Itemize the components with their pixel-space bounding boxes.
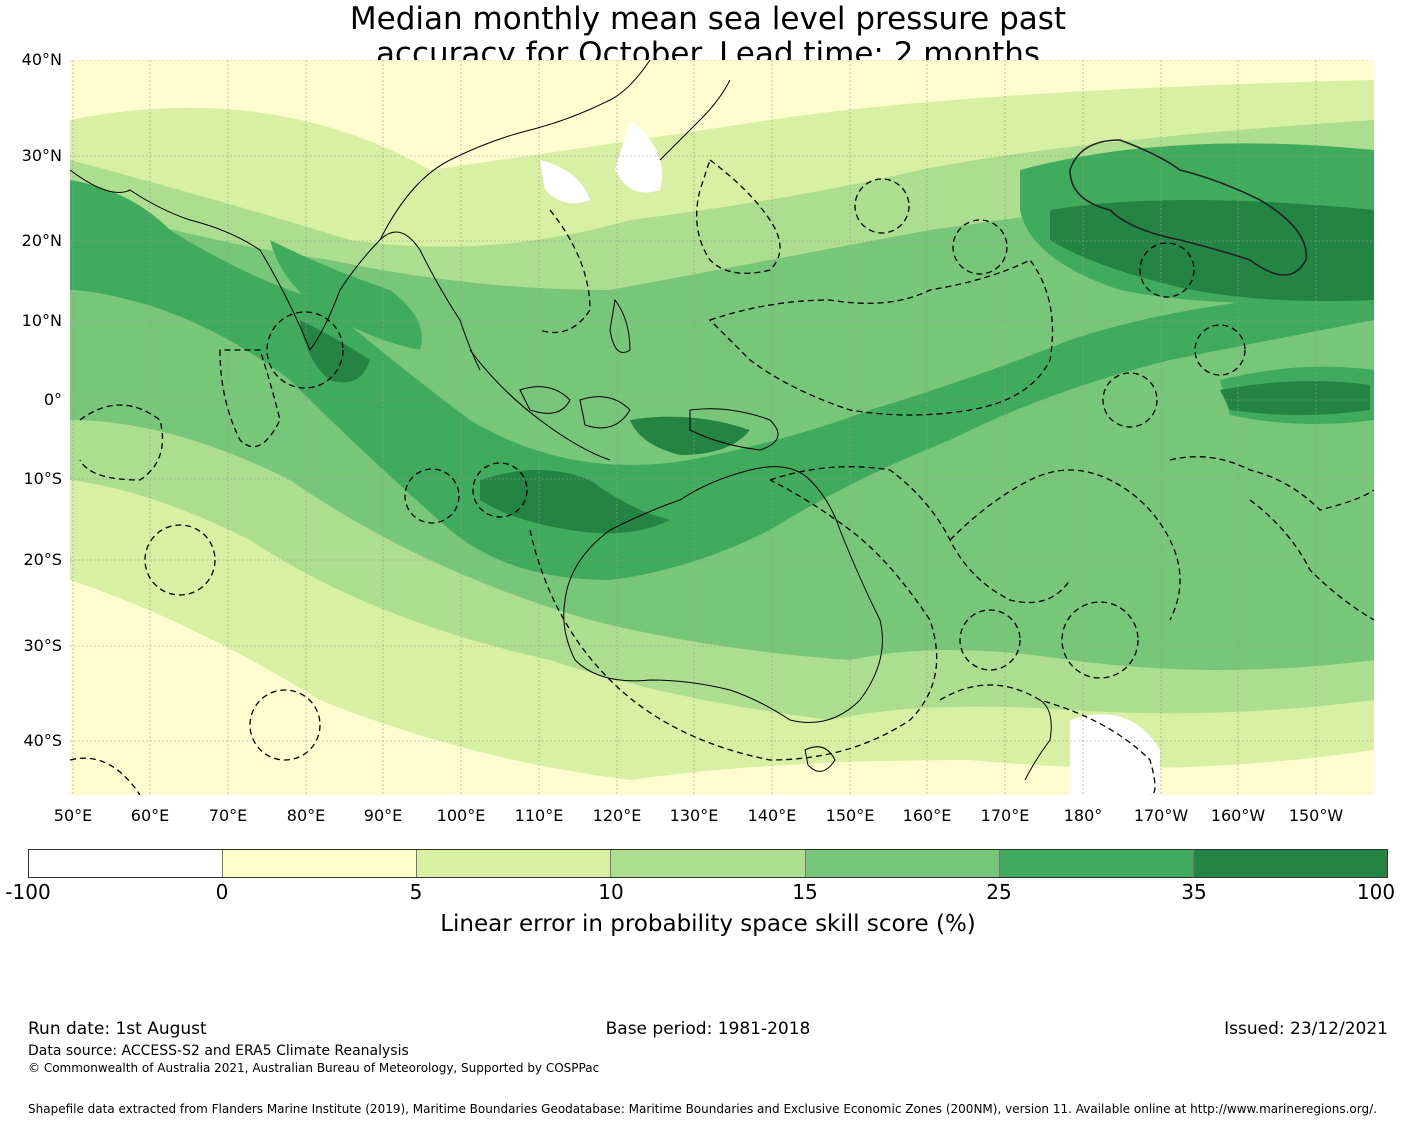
lon-label-120e: 120°E — [592, 806, 642, 825]
lon-label-80e: 80°E — [286, 806, 326, 825]
colorbar-segment-6 — [999, 850, 1194, 877]
lon-label-70e: 70°E — [208, 806, 248, 825]
skill-score-map — [70, 60, 1374, 795]
hawaii-boundary — [1069, 139, 1308, 276]
lon-label-50e: 50°E — [53, 806, 93, 825]
lat-label-20s: 20°S — [23, 550, 62, 569]
colorbar — [28, 849, 1388, 878]
lon-label-130e: 130°E — [669, 806, 719, 825]
colorbar-segment-1 — [29, 850, 224, 877]
lon-label-180: 180° — [1063, 806, 1103, 825]
issued-date: Issued: 23/12/2021 — [1224, 1019, 1388, 1039]
colorbar-segment-3 — [417, 850, 612, 877]
lon-label-170w: 170°W — [1133, 806, 1189, 825]
colorbar-tick: 35 — [1181, 880, 1207, 904]
colorbar-tick: 25 — [986, 880, 1012, 904]
colorbar-tick: 15 — [792, 880, 818, 904]
lat-label-30n: 30°N — [21, 146, 62, 165]
map-title: Median monthly mean sea level pressure p… — [200, 2, 1216, 72]
lon-label-150e: 150°E — [825, 806, 875, 825]
lon-label-90e: 90°E — [363, 806, 403, 825]
lat-label-40n: 40°N — [21, 50, 62, 69]
colorbar-tick: 5 — [409, 880, 423, 904]
run-date: Run date: 1st August — [28, 1019, 207, 1039]
lat-label-20n: 20°N — [21, 231, 62, 250]
map-canvas — [70, 60, 1374, 795]
base-period: Base period: 1981-2018 — [605, 1019, 811, 1039]
lon-label-170e: 170°E — [980, 806, 1030, 825]
lat-label-10s: 10°S — [23, 469, 62, 488]
lat-label-0: 0° — [43, 390, 62, 409]
lat-label-30s: 30°S — [23, 636, 62, 655]
lon-label-160e: 160°E — [902, 806, 952, 825]
lon-label-140e: 140°E — [747, 806, 797, 825]
lat-label-40s: 40°S — [23, 731, 62, 750]
colorbar-segment-7 — [1193, 850, 1387, 877]
colorbar-segment-2 — [223, 850, 418, 877]
lon-label-60e: 60°E — [130, 806, 170, 825]
colorbar-tick: -100 — [5, 880, 51, 904]
lon-label-100e: 100°E — [436, 806, 486, 825]
colorbar-label: Linear error in probability space skill … — [440, 911, 976, 937]
colorbar-tick: 10 — [598, 880, 624, 904]
colorbar-segment-5 — [805, 850, 1000, 877]
copyright: © Commonwealth of Australia 2021, Austra… — [28, 1061, 600, 1075]
colorbar-segment-4 — [611, 850, 806, 877]
lon-label-110e: 110°E — [514, 806, 564, 825]
lon-label-150w: 150°W — [1288, 806, 1344, 825]
eez-boundaries — [70, 158, 1374, 795]
title-line-1: Median monthly mean sea level pressure p… — [349, 1, 1067, 37]
lon-label-160w: 160°W — [1210, 806, 1266, 825]
colorbar-tick: 100 — [1356, 880, 1396, 904]
data-source: Data source: ACCESS-S2 and ERA5 Climate … — [28, 1043, 409, 1059]
shapefile-credit: Shapefile data extracted from Flanders M… — [28, 1102, 1377, 1116]
colorbar-tick: 0 — [215, 880, 229, 904]
lat-label-10n: 10°N — [21, 311, 62, 330]
coastlines — [70, 60, 1052, 781]
